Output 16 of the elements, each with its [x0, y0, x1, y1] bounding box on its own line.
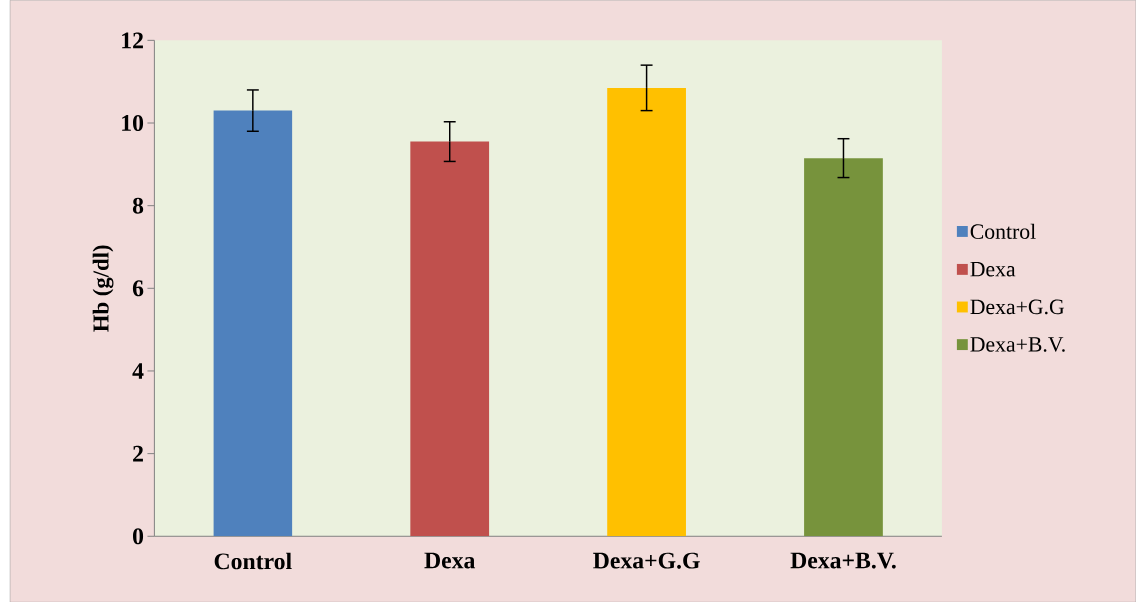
x-tick-label: Dexa — [424, 552, 476, 569]
y-tick-label: 10 — [122, 114, 144, 131]
x-tick-label: Dexa+G.G — [593, 552, 700, 569]
legend-label: Dexa+B.V. — [970, 337, 1065, 352]
y-tick-label: 8 — [132, 197, 144, 214]
legend-label: Dexa — [970, 261, 1016, 277]
y-axis-title: Hb (g/dl) — [92, 245, 114, 332]
legend-label: Dexa+G.G — [970, 299, 1065, 315]
legend-label: Control — [970, 223, 1036, 239]
x-tick-label: Dexa+B.V. — [790, 552, 896, 569]
y-tick-label: 0 — [133, 528, 144, 545]
y-tick-label: 2 — [133, 445, 143, 462]
y-tick-label: 4 — [132, 362, 144, 379]
y-tick-label: 12 — [122, 32, 143, 48]
y-tick-label: 6 — [132, 280, 144, 297]
x-tick-label: Control — [214, 552, 292, 570]
